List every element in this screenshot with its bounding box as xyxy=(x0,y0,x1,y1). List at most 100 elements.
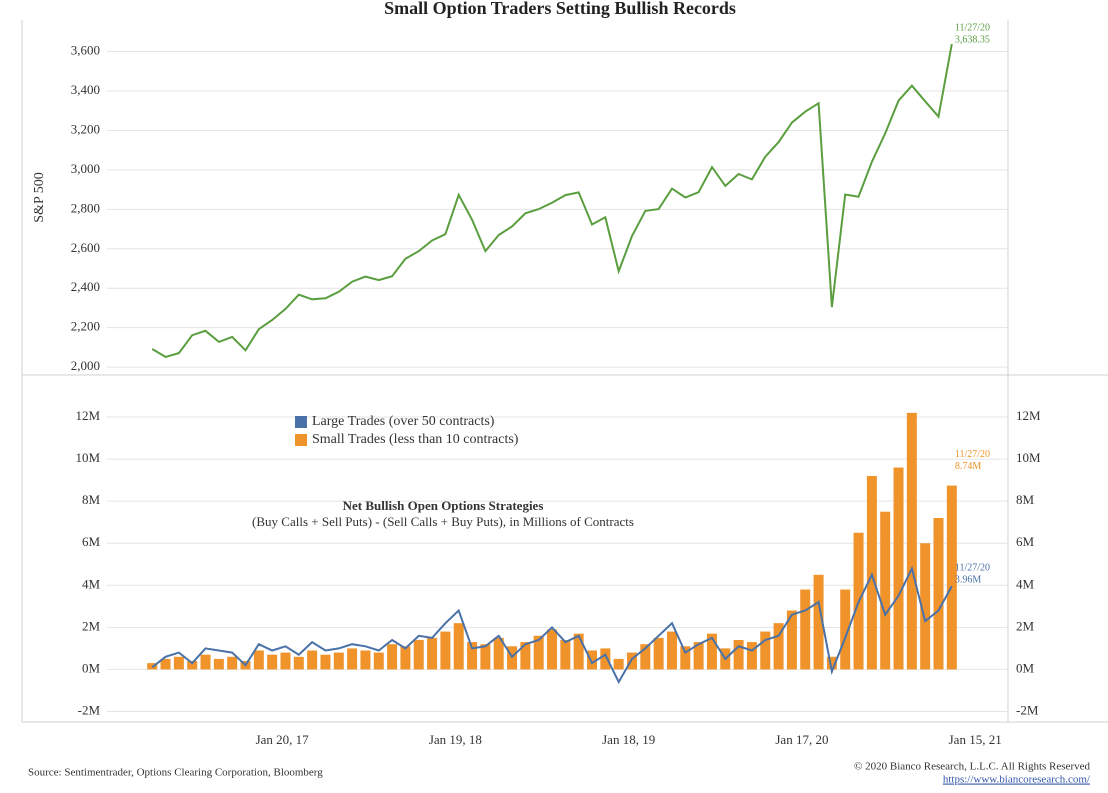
end-date-label: 11/27/20 xyxy=(955,449,990,460)
y-tick-label: 8M xyxy=(82,492,101,507)
bar xyxy=(333,652,344,670)
bar xyxy=(533,635,544,670)
y-axis-label: S&P 500 xyxy=(32,172,47,222)
line xyxy=(151,43,953,358)
end-date-label: 11/27/20 xyxy=(955,562,990,573)
y2-tick-label: 4M xyxy=(1016,576,1035,591)
end-date-label: 11/27/20 xyxy=(955,22,990,33)
legend-label: Large Trades (over 50 contracts) xyxy=(312,414,495,429)
bar xyxy=(347,648,358,670)
bar xyxy=(626,652,637,670)
bar xyxy=(293,656,304,670)
y2-tick-label: 0M xyxy=(1016,660,1035,675)
bar xyxy=(653,637,664,670)
bar xyxy=(373,652,384,670)
bar xyxy=(813,574,824,670)
source: Source: Sentimentrader, Options Clearing… xyxy=(28,767,323,779)
bar xyxy=(400,646,411,670)
line xyxy=(151,565,953,685)
bar xyxy=(880,511,891,670)
url[interactable]: https://www.biancoresearch.com/ xyxy=(943,774,1091,786)
y-tick-label: 2M xyxy=(82,618,101,633)
bar xyxy=(480,644,491,670)
x-tick-label: Jan 15, 21 xyxy=(949,732,1002,747)
bar xyxy=(933,518,944,670)
bar xyxy=(893,467,904,670)
bar xyxy=(427,637,438,670)
y-tick-label: 2,200 xyxy=(71,319,100,334)
bar xyxy=(213,658,224,670)
y2-tick-label: 8M xyxy=(1016,492,1035,507)
bar xyxy=(920,543,931,670)
bar xyxy=(320,654,331,670)
bar xyxy=(280,652,291,670)
bar xyxy=(253,650,264,670)
bar xyxy=(413,639,424,670)
bar xyxy=(840,589,851,670)
y-tick-label: 3,200 xyxy=(71,121,100,136)
subtitle: Net Bullish Open Options Strategies xyxy=(343,498,544,513)
bar xyxy=(573,633,584,670)
end-value-label: 3,638.35 xyxy=(955,34,990,45)
bar xyxy=(693,642,704,670)
legend-swatch xyxy=(295,434,307,446)
legend-label: Small Trades (less than 10 contracts) xyxy=(312,432,519,447)
bar xyxy=(946,485,957,670)
y-tick-label: 3,400 xyxy=(71,82,100,97)
bar xyxy=(560,639,571,670)
bar xyxy=(267,654,278,670)
end-value-label: 3.96M xyxy=(955,574,982,585)
bar xyxy=(600,648,611,670)
bar xyxy=(187,661,198,670)
bar xyxy=(453,623,464,670)
bar xyxy=(680,646,691,670)
y-tick-label: 2,800 xyxy=(71,200,100,215)
y-tick-label: 2,400 xyxy=(71,279,100,294)
website-link[interactable]: https://www.biancoresearch.com/ xyxy=(943,774,1091,786)
bar xyxy=(906,412,917,670)
x-tick-label: Jan 20, 17 xyxy=(256,732,310,747)
y-tick-label: 3,600 xyxy=(71,43,100,58)
legend-swatch xyxy=(295,416,307,428)
end-value-label: 8.74M xyxy=(955,461,982,472)
bar xyxy=(440,631,451,670)
y2-tick-label: -2M xyxy=(1016,702,1039,717)
bar xyxy=(640,644,651,670)
y-tick-label: 2,000 xyxy=(71,358,100,373)
copyright: © 2020 Bianco Research, L.L.C. All Right… xyxy=(854,761,1090,773)
bar xyxy=(706,633,717,670)
bar xyxy=(227,656,238,670)
y-tick-label: -2M xyxy=(78,702,101,717)
bar xyxy=(520,642,531,670)
bar xyxy=(160,658,171,670)
bar xyxy=(746,642,757,670)
y2-tick-label: 12M xyxy=(1016,408,1041,423)
y-tick-label: 0M xyxy=(82,660,101,675)
bar xyxy=(800,589,811,670)
bar xyxy=(200,654,211,670)
bar xyxy=(826,656,837,670)
y2-tick-label: 2M xyxy=(1016,618,1035,633)
chart-title: Small Option Traders Setting Bullish Rec… xyxy=(384,0,736,18)
bar xyxy=(733,639,744,670)
bar xyxy=(786,610,797,670)
x-tick-label: Jan 18, 19 xyxy=(602,732,655,747)
y-tick-label: 10M xyxy=(75,450,100,465)
bar xyxy=(666,631,677,670)
bar xyxy=(613,658,624,670)
bar xyxy=(547,629,558,670)
bar xyxy=(773,623,784,670)
y-tick-label: 12M xyxy=(75,408,100,423)
bar xyxy=(467,642,478,670)
x-tick-label: Jan 17, 20 xyxy=(775,732,828,747)
y-tick-label: 4M xyxy=(82,576,101,591)
bar xyxy=(307,650,318,670)
y2-tick-label: 6M xyxy=(1016,534,1035,549)
note: (Buy Calls + Sell Puts) - (Sell Calls + … xyxy=(252,514,634,529)
y-tick-label: 3,000 xyxy=(71,161,100,176)
bar xyxy=(493,637,504,670)
bar xyxy=(387,644,398,670)
bar xyxy=(587,650,598,670)
bar xyxy=(360,650,371,670)
